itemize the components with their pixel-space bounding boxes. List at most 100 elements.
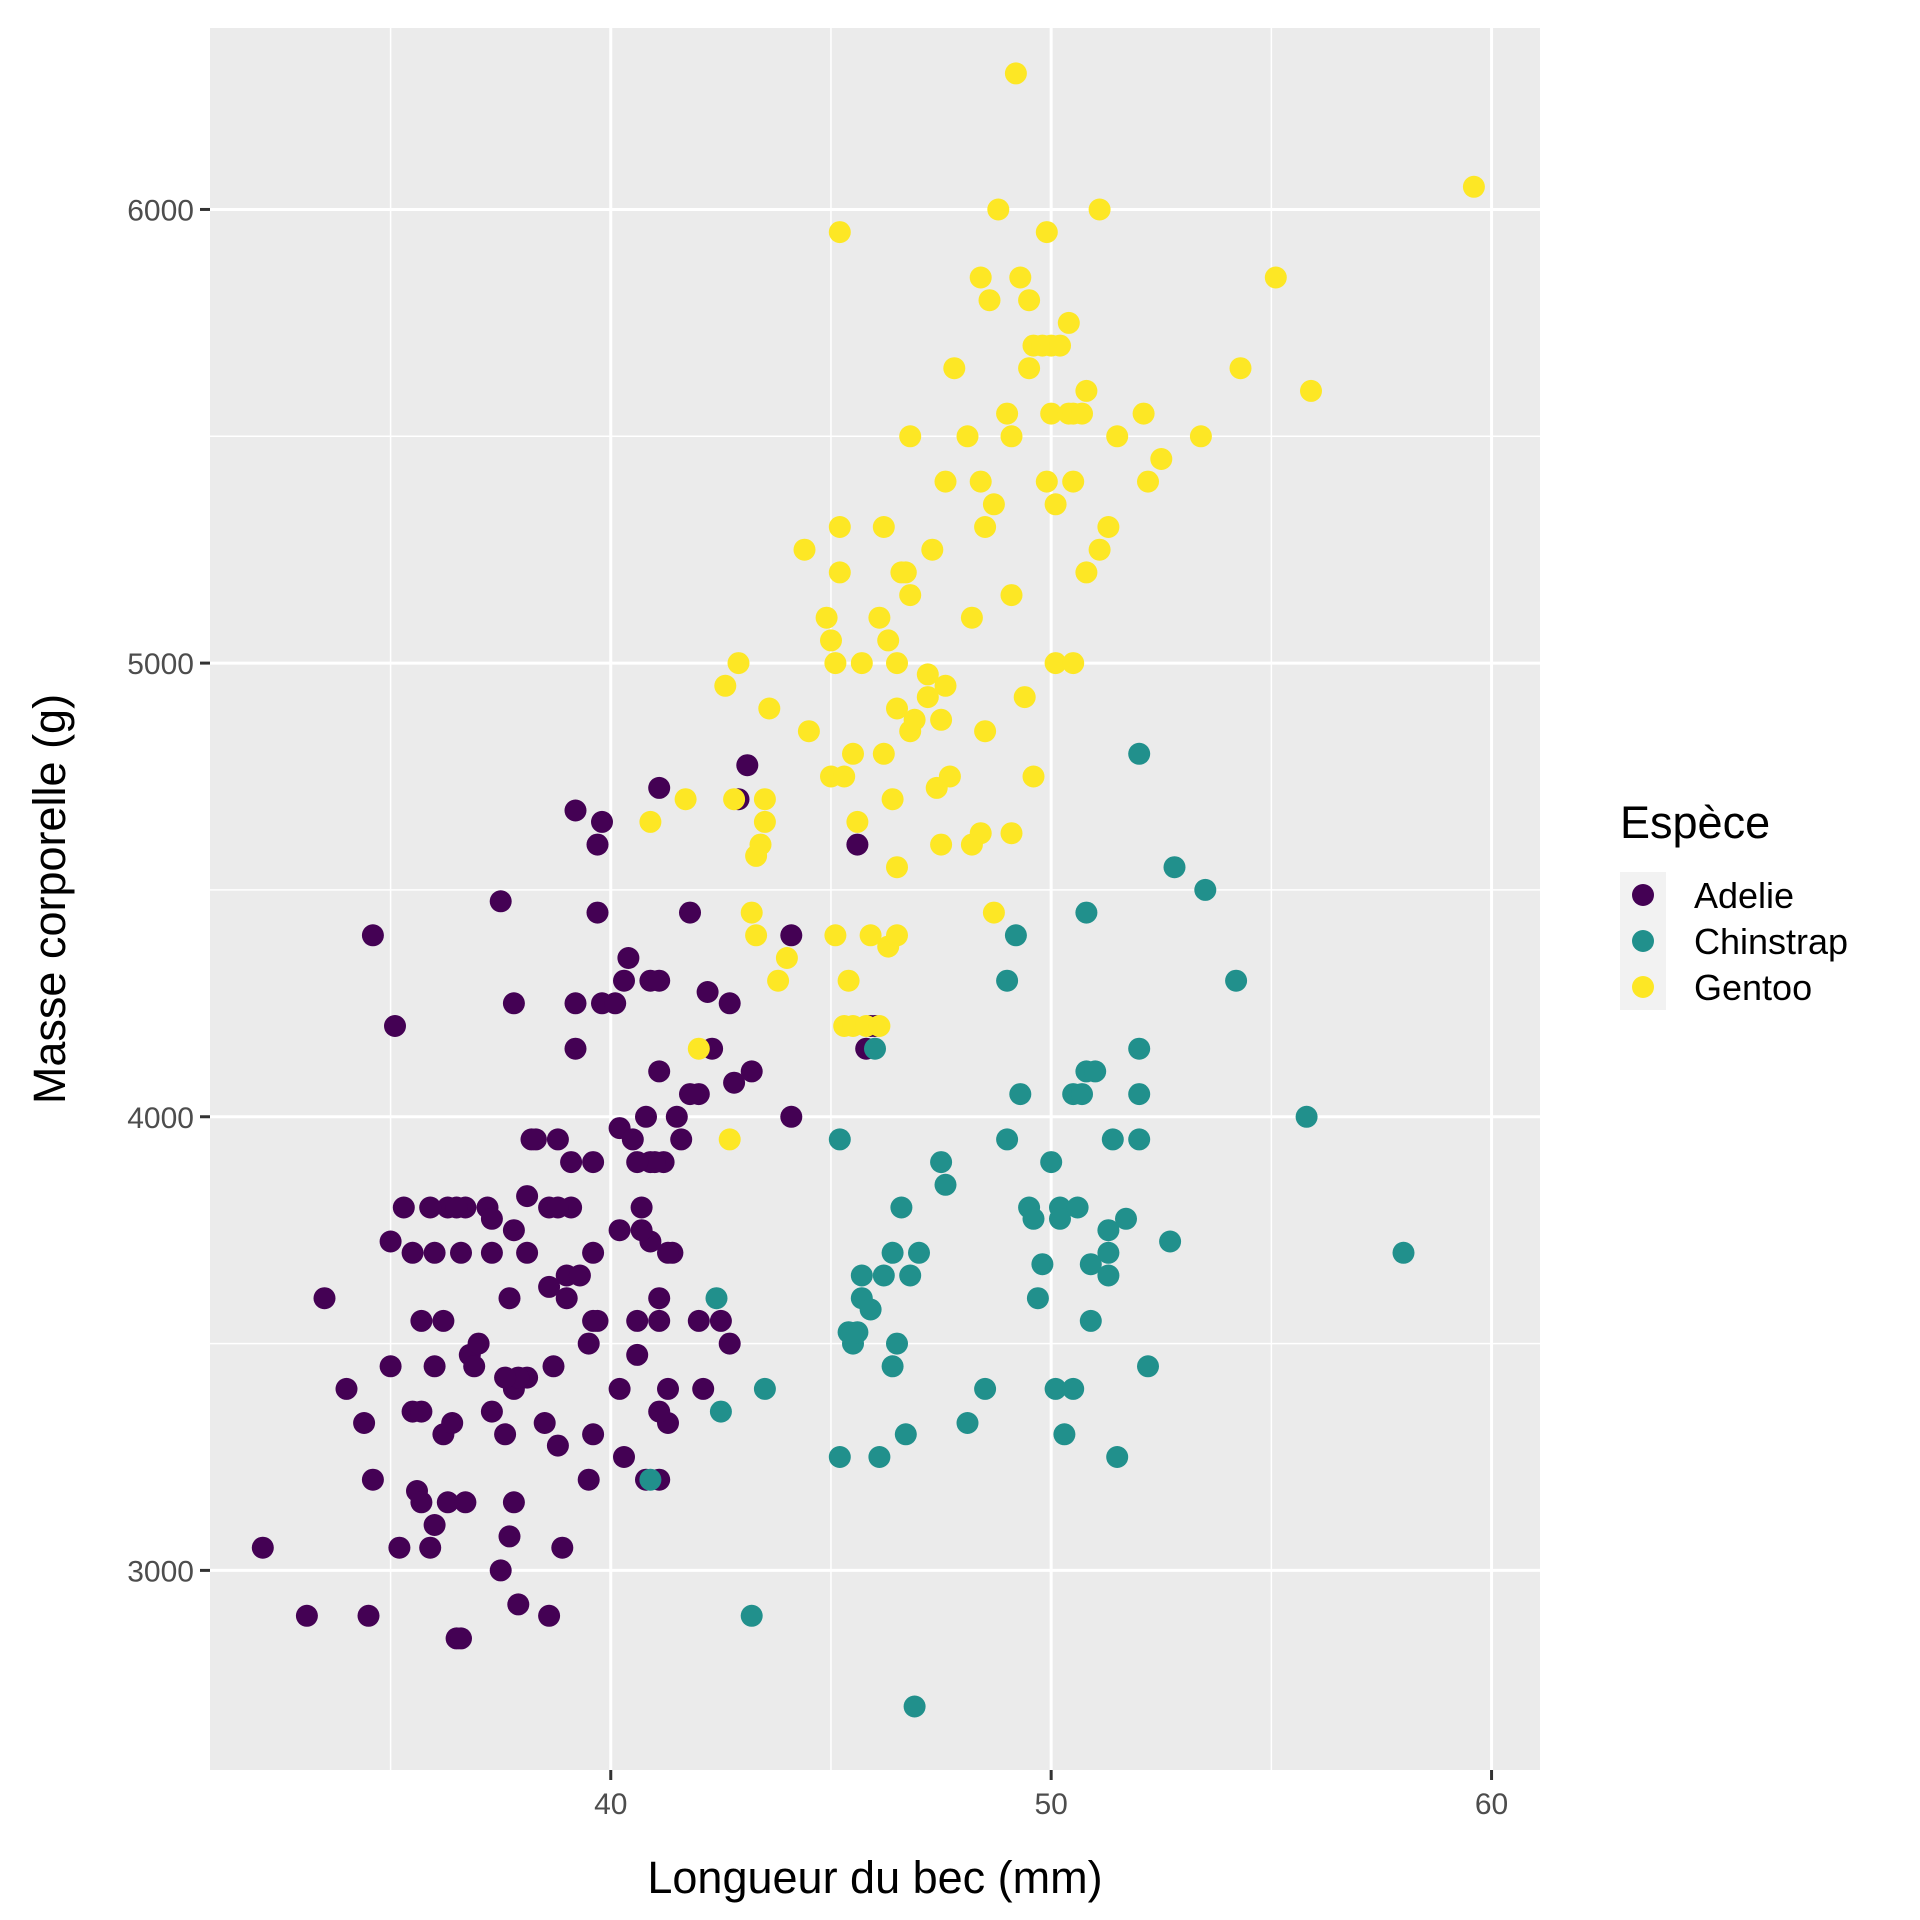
point-gentoo bbox=[978, 289, 1001, 312]
point-adelie bbox=[582, 1241, 605, 1264]
point-adelie bbox=[489, 890, 512, 913]
point-adelie bbox=[507, 1593, 530, 1616]
point-gentoo bbox=[1044, 493, 1067, 516]
point-chinstrap bbox=[1031, 1253, 1054, 1276]
point-chinstrap bbox=[1097, 1241, 1120, 1264]
point-adelie bbox=[608, 1377, 631, 1400]
point-chinstrap bbox=[956, 1412, 979, 1434]
point-gentoo bbox=[938, 765, 961, 788]
point-adelie bbox=[251, 1536, 274, 1559]
point-gentoo bbox=[982, 901, 1005, 924]
point-adelie bbox=[740, 1060, 763, 1083]
point-chinstrap bbox=[930, 1151, 953, 1174]
point-gentoo bbox=[727, 652, 750, 675]
point-gentoo bbox=[872, 516, 895, 538]
point-gentoo bbox=[996, 402, 1019, 425]
point-gentoo bbox=[877, 629, 900, 652]
y-axis-title: Masse corporelle (g) bbox=[24, 694, 75, 1104]
point-adelie bbox=[613, 1446, 635, 1468]
point-adelie bbox=[546, 1434, 569, 1457]
point-gentoo bbox=[718, 1128, 741, 1151]
y-tick-label: 6000 bbox=[127, 194, 194, 227]
point-gentoo bbox=[1075, 379, 1098, 402]
point-gentoo bbox=[687, 1037, 710, 1060]
point-gentoo bbox=[775, 947, 798, 969]
point-adelie bbox=[657, 1377, 679, 1400]
point-adelie bbox=[361, 924, 384, 947]
point-gentoo bbox=[723, 788, 746, 811]
point-adelie bbox=[555, 1287, 578, 1310]
point-adelie bbox=[441, 1412, 464, 1434]
point-adelie bbox=[564, 799, 587, 822]
point-gentoo bbox=[1132, 402, 1155, 425]
point-adelie bbox=[564, 1037, 587, 1060]
point-chinstrap bbox=[828, 1446, 851, 1468]
legend-key-chinstrap bbox=[1632, 930, 1654, 952]
point-chinstrap bbox=[1106, 1446, 1129, 1468]
point-chinstrap bbox=[881, 1355, 904, 1378]
point-adelie bbox=[450, 1627, 472, 1650]
point-chinstrap bbox=[1009, 1083, 1032, 1106]
data-points bbox=[251, 62, 1485, 1718]
point-gentoo bbox=[903, 708, 926, 731]
point-adelie bbox=[480, 1241, 503, 1264]
point-adelie bbox=[709, 1309, 732, 1332]
point-chinstrap bbox=[890, 1196, 913, 1219]
point-adelie bbox=[436, 1491, 459, 1514]
point-gentoo bbox=[899, 584, 922, 607]
point-chinstrap bbox=[1049, 1207, 1071, 1230]
legend: Espèce Adelie Chinstrap Gentoo bbox=[1620, 797, 1848, 1010]
point-adelie bbox=[388, 1536, 411, 1559]
point-adelie bbox=[613, 969, 635, 992]
point-gentoo bbox=[824, 924, 847, 947]
legend-label-chinstrap: Chinstrap bbox=[1694, 921, 1848, 962]
point-adelie bbox=[445, 1196, 468, 1219]
panel-background bbox=[210, 28, 1540, 1770]
point-gentoo bbox=[934, 674, 957, 697]
point-gentoo bbox=[639, 810, 662, 833]
point-gentoo bbox=[837, 969, 860, 992]
point-gentoo bbox=[899, 425, 922, 448]
point-chinstrap bbox=[903, 1695, 926, 1718]
point-chinstrap bbox=[1084, 1060, 1107, 1083]
point-adelie bbox=[454, 1491, 477, 1514]
point-gentoo bbox=[969, 822, 992, 845]
point-gentoo bbox=[842, 742, 864, 765]
point-adelie bbox=[577, 1468, 600, 1491]
point-chinstrap bbox=[1075, 901, 1098, 924]
point-adelie bbox=[463, 1355, 486, 1378]
point-gentoo bbox=[674, 788, 697, 811]
point-gentoo bbox=[824, 652, 847, 675]
point-chinstrap bbox=[1053, 1423, 1076, 1446]
point-chinstrap bbox=[828, 1128, 851, 1151]
point-gentoo bbox=[1035, 221, 1058, 244]
point-adelie bbox=[379, 1230, 402, 1253]
point-chinstrap bbox=[1128, 1128, 1151, 1151]
point-gentoo bbox=[956, 425, 979, 448]
point-adelie bbox=[626, 1151, 649, 1174]
point-adelie bbox=[335, 1377, 358, 1400]
point-adelie bbox=[648, 1309, 671, 1332]
point-gentoo bbox=[1071, 402, 1093, 425]
point-gentoo bbox=[1035, 470, 1058, 493]
point-adelie bbox=[648, 1400, 671, 1423]
point-gentoo bbox=[793, 538, 816, 561]
point-gentoo bbox=[828, 561, 851, 584]
point-gentoo bbox=[815, 606, 838, 629]
point-chinstrap bbox=[974, 1377, 997, 1400]
point-gentoo bbox=[886, 924, 908, 947]
point-adelie bbox=[586, 833, 609, 856]
point-chinstrap bbox=[881, 1241, 904, 1264]
point-chinstrap bbox=[1062, 1377, 1085, 1400]
point-gentoo bbox=[1229, 357, 1252, 380]
point-gentoo bbox=[1000, 425, 1023, 448]
point-gentoo bbox=[1018, 357, 1041, 380]
point-adelie bbox=[635, 1105, 657, 1128]
point-chinstrap bbox=[1026, 1287, 1049, 1310]
point-chinstrap bbox=[872, 1264, 895, 1287]
point-gentoo bbox=[846, 810, 869, 833]
point-gentoo bbox=[886, 652, 908, 675]
point-adelie bbox=[432, 1309, 455, 1332]
point-adelie bbox=[648, 1287, 671, 1310]
point-adelie bbox=[384, 1015, 406, 1037]
